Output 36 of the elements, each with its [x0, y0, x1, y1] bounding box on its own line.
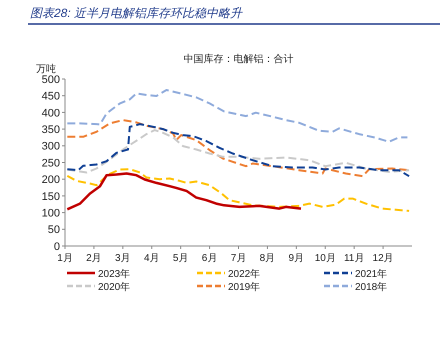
y-tick-label: 50 [48, 224, 60, 236]
y-tick-label: 350 [42, 124, 60, 136]
y-tick-label: 450 [42, 90, 60, 103]
line-series [66, 129, 410, 174]
x-tick-label: 2月 [86, 253, 102, 264]
y-tick-label: 100 [42, 208, 60, 220]
x-tick-label: 10月 [314, 253, 336, 264]
x-tick-label: 4月 [144, 253, 160, 264]
x-tick-label: 5月 [172, 253, 188, 264]
line-series [66, 172, 302, 211]
y-tick-label: 500 [42, 74, 60, 86]
y-tick-label: 0 [54, 240, 60, 253]
chart-subtitle: 中国库存：电解铝：合计 [184, 53, 294, 65]
y-tick-label: 400 [42, 107, 60, 120]
legend-label: 2020年 [98, 281, 130, 293]
y-axis-title: 万吨 [36, 63, 56, 75]
legend-label: 2018年 [355, 281, 388, 293]
x-tick-label: 3月 [115, 253, 131, 264]
x-tick-label: 8月 [260, 253, 276, 264]
x-tick-label: 12月 [372, 253, 394, 264]
legend-label: 2022年 [228, 268, 260, 280]
y-tick-label: 150 [42, 190, 60, 203]
x-tick-label: 1月 [57, 253, 73, 264]
x-tick-label: 11月 [344, 253, 364, 264]
legend-label: 2019年 [228, 281, 260, 293]
x-tick-label: 7月 [230, 253, 246, 264]
line-series [66, 168, 410, 212]
legend-label: 2021年 [355, 268, 388, 280]
y-tick-label: 250 [42, 157, 60, 170]
y-tick-label: 200 [42, 174, 60, 186]
legend-label: 2023年 [98, 268, 130, 280]
y-tick-label: 300 [42, 140, 60, 153]
x-tick-label: 6月 [202, 253, 218, 264]
line-series [66, 89, 408, 143]
x-tick-label: 9月 [288, 253, 304, 264]
chart-title: 图表28: 近半月电解铝库存环比稳中略升 [30, 6, 244, 20]
